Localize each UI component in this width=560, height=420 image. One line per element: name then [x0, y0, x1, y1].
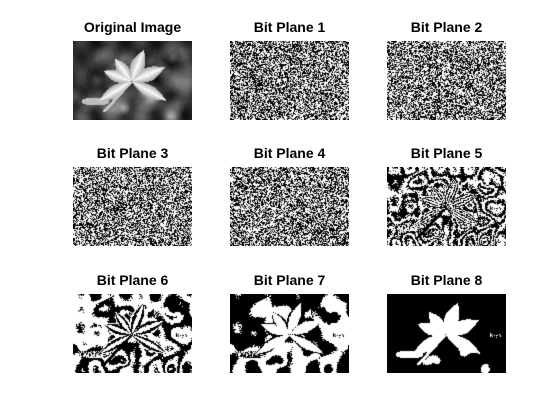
panel-title: Bit Plane 6 — [96, 272, 169, 288]
panel-title: Bit Plane 2 — [410, 19, 483, 35]
bit-plane-image — [387, 167, 506, 246]
original-image — [73, 41, 192, 120]
bit-plane-image — [73, 167, 192, 246]
panel-title: Bit Plane 3 — [96, 145, 169, 161]
panel-bit-plane-8: Bit Plane 8 — [387, 272, 506, 373]
panel-bit-plane-7: Bit Plane 7 — [230, 272, 349, 373]
bit-plane-image — [387, 294, 506, 373]
panel-title: Bit Plane 1 — [253, 19, 326, 35]
bit-plane-image — [230, 294, 349, 373]
panel-title: Bit Plane 7 — [253, 272, 326, 288]
panel-title: Bit Plane 5 — [410, 145, 483, 161]
panel-bit-plane-1: Bit Plane 1 — [230, 19, 349, 120]
panel-title: Bit Plane 4 — [253, 145, 326, 161]
panel-bit-plane-4: Bit Plane 4 — [230, 145, 349, 246]
panel-title: Bit Plane 8 — [410, 272, 483, 288]
bit-plane-image — [230, 41, 349, 120]
panel-bit-plane-5: Bit Plane 5 — [387, 145, 506, 246]
panel-bit-plane-2: Bit Plane 2 — [387, 19, 506, 120]
bit-plane-image — [230, 167, 349, 246]
bit-plane-image — [73, 294, 192, 373]
bit-plane-image — [387, 41, 506, 120]
panel-title: Original Image — [83, 19, 182, 35]
panel-bit-plane-6: Bit Plane 6 — [73, 272, 192, 373]
panel-bit-plane-3: Bit Plane 3 — [73, 145, 192, 246]
panel-original-image: Original Image — [73, 19, 192, 120]
